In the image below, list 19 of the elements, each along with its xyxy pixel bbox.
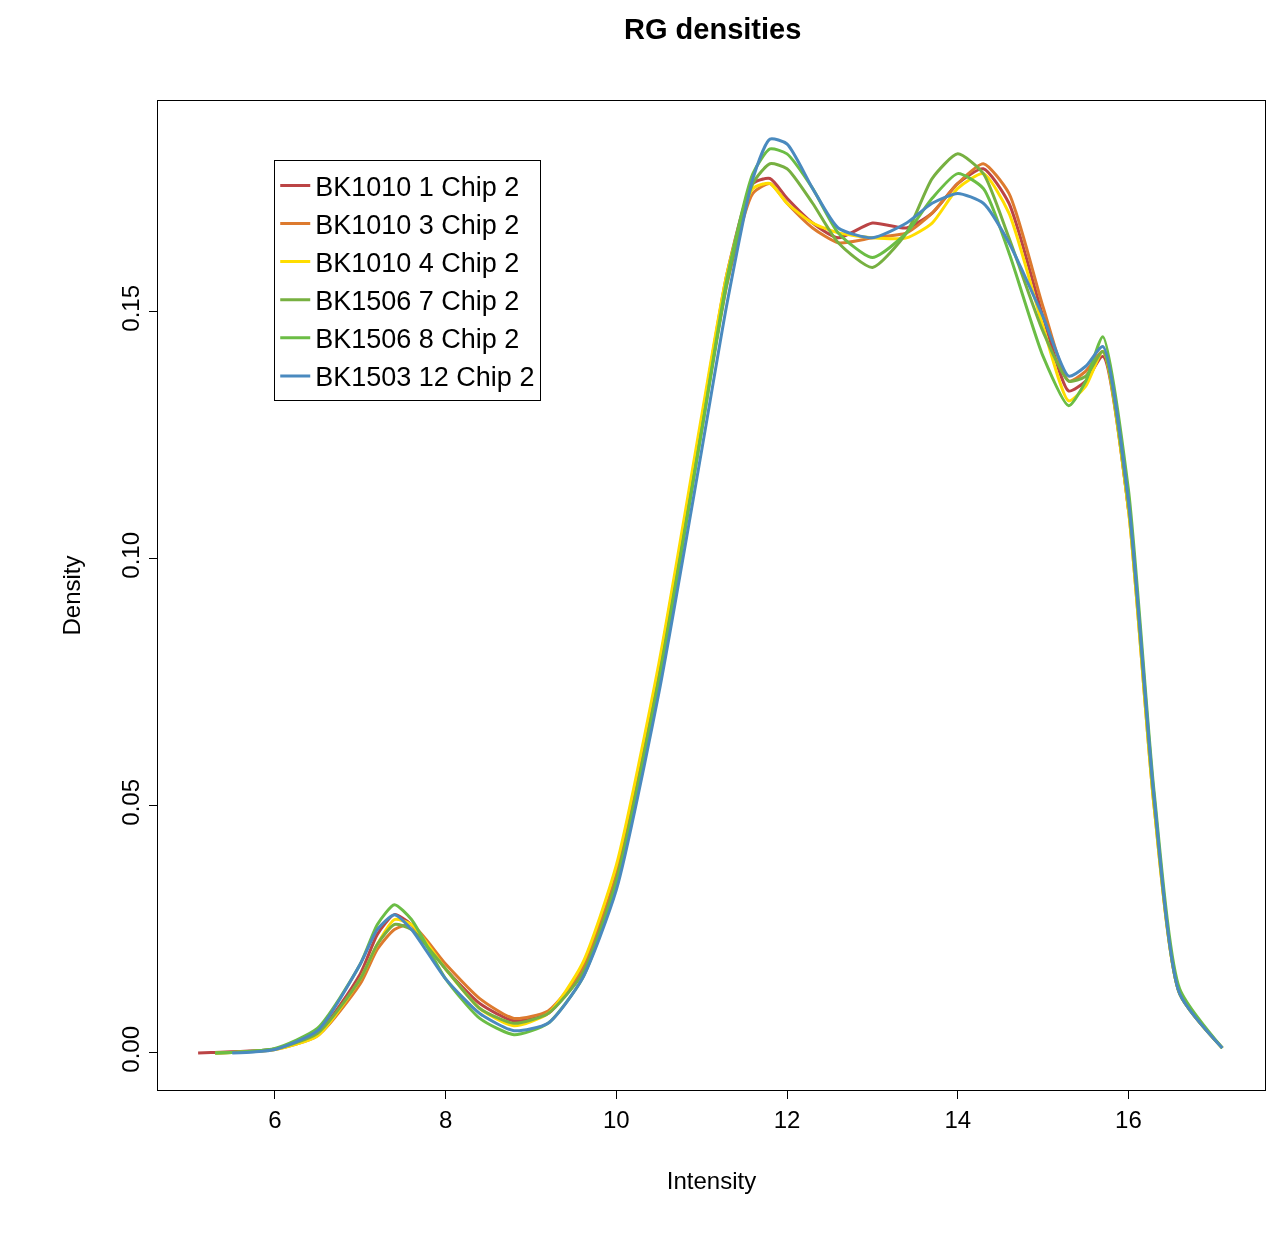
y-tick-label: 0.10	[117, 531, 145, 579]
x-tick-label: 14	[944, 1105, 972, 1133]
legend-label: BK1010 3 Chip 2	[315, 210, 520, 241]
legend-label: BK1010 1 Chip 2	[315, 171, 520, 202]
x-tick-label: 16	[1115, 1105, 1142, 1133]
y-tick-label: 0.05	[117, 778, 145, 826]
y-axis-title: Density	[57, 555, 85, 636]
x-axis-title: Intensity	[666, 1167, 757, 1195]
y-tick-label: 0.15	[117, 284, 145, 332]
chart-title: RG densities	[624, 13, 802, 45]
legend-label: BK1506 8 Chip 2	[315, 324, 520, 355]
legend-label: BK1506 7 Chip 2	[315, 286, 520, 317]
x-tick-label: 8	[438, 1105, 453, 1133]
x-tick-label: 6	[268, 1105, 282, 1133]
x-tick-label: 10	[602, 1105, 630, 1133]
x-tick-label: 12	[773, 1105, 801, 1133]
legend-label: BK1010 4 Chip 2	[315, 248, 520, 279]
legend-label: BK1503 12 Chip 2	[315, 362, 535, 393]
y-tick-label: 0.00	[117, 1025, 145, 1073]
